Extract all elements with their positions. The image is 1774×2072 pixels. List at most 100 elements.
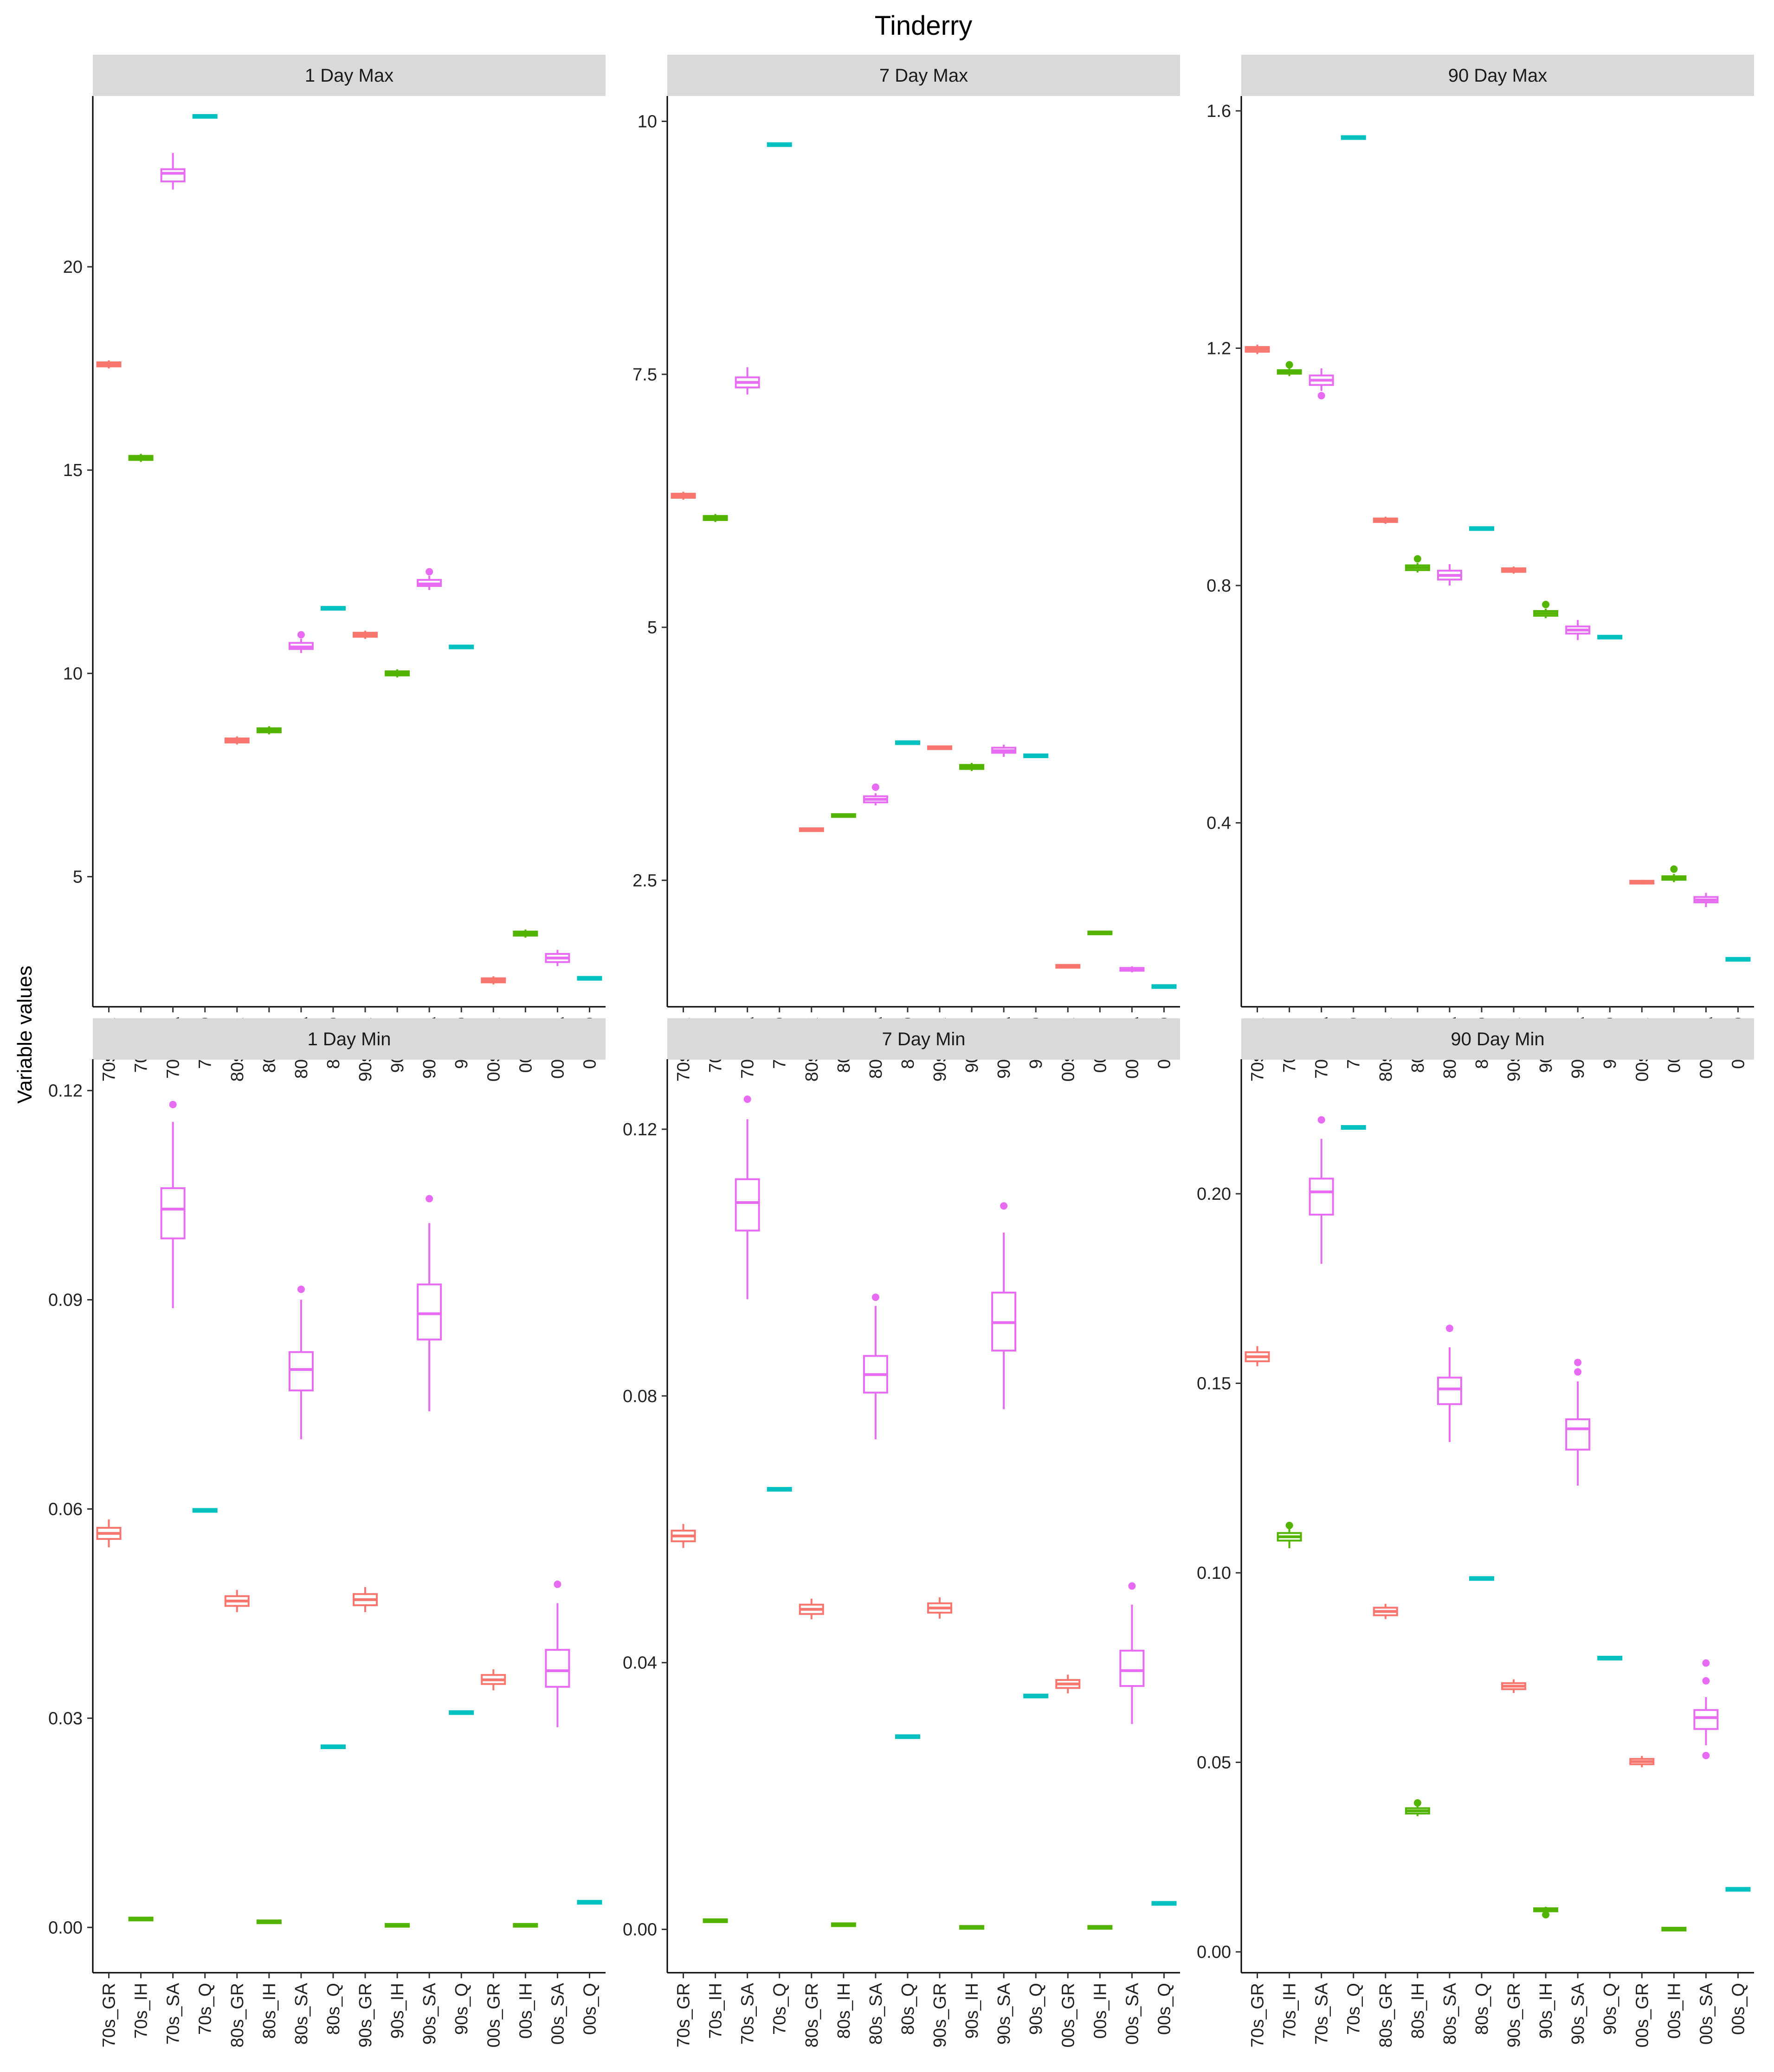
- y-tick-label: 0.03: [48, 1709, 83, 1728]
- x-tick-label: 00s_SA: [1697, 1982, 1716, 2045]
- box-70s_Q: [192, 114, 218, 119]
- box-90s_Q: [449, 644, 474, 650]
- box-90s_GR: [353, 631, 378, 639]
- y-tick-label: 1.6: [1206, 102, 1231, 121]
- box-00s_GR: [481, 976, 506, 985]
- strip-background: [667, 1018, 1180, 1060]
- box-70s_IH: [1277, 1521, 1302, 1548]
- box-00s_IH: [513, 1923, 538, 1928]
- x-tick-label: 80s_GR: [802, 1983, 822, 2047]
- strip-label: 7 Day Min: [882, 1029, 965, 1049]
- outlier-point: [1317, 392, 1325, 399]
- box-00s_SA: [1119, 1582, 1145, 1724]
- outlier-point: [1702, 1751, 1710, 1759]
- y-tick-label: 0.4: [1206, 814, 1231, 833]
- box-80s_SA: [288, 1286, 314, 1440]
- box-80s_IH: [256, 1919, 282, 1924]
- box-90s_SA: [417, 568, 442, 590]
- facet-panel: 90 Day Max0.40.81.21.670s_GR70s_IH70s_SA…: [1206, 55, 1754, 1081]
- box-90s_Q: [1597, 1655, 1623, 1660]
- strip-label: 90 Day Max: [1448, 65, 1547, 86]
- x-tick-label: 00s_IH: [1664, 1983, 1684, 2039]
- box-80s_GR: [224, 736, 250, 745]
- x-tick-label: 80s_IH: [1408, 1983, 1428, 2039]
- strip-background: [1241, 1018, 1754, 1060]
- box-80s_IH: [256, 726, 282, 734]
- y-tick-label: 15: [63, 461, 83, 480]
- box-00s_Q: [577, 1900, 602, 1905]
- x-tick-label: 80s_SA: [292, 1982, 311, 2045]
- facet-panel: 90 Day Min 0.00 0.05 0.10 0.15 0.20 70s_GR 70s_…: [1197, 1018, 1754, 2047]
- box-70s_Q: [767, 142, 792, 147]
- box-70s_GR: [1245, 1346, 1270, 1366]
- facet-panel: 1 Day Max510152070s_GR70s_IH70s_SA70s_Q8…: [63, 55, 606, 1081]
- y-tick-label: 0.06: [48, 1499, 83, 1519]
- facet-panel: 7 Day Min 0.00 0.04 0.08 0.12 70s_GR 70s_IH 70s…: [623, 1018, 1180, 2047]
- x-tick-label: 70s_GR: [674, 1983, 694, 2047]
- y-tick-label: 0.10: [1197, 1564, 1231, 1583]
- box-70s_SA: [1309, 368, 1334, 399]
- box-90s_Q: [1023, 753, 1049, 759]
- y-tick-label: 0.05: [1197, 1753, 1231, 1773]
- box-80s_GR: [1373, 1604, 1398, 1619]
- y-tick-label: 10: [63, 664, 83, 683]
- box-00s_SA: [1693, 893, 1719, 907]
- box-00s_IH: [1661, 865, 1687, 882]
- y-tick-label: 0.04: [623, 1654, 657, 1673]
- x-tick-label: 00s_SA: [548, 1982, 568, 2045]
- y-tick-label: 0.20: [1197, 1184, 1231, 1204]
- box-90s_SA: [991, 1202, 1017, 1409]
- box-80s_Q: [1469, 1576, 1494, 1581]
- x-tick-label: 80s_IH: [834, 1983, 854, 2039]
- box-90s_GR: [1501, 566, 1527, 574]
- box-70s_IH: [128, 454, 154, 462]
- box-70s_Q: [1341, 1125, 1366, 1130]
- box-body: [1565, 1418, 1591, 1451]
- box-90s_IH: [959, 763, 985, 771]
- box-00s_SA: [545, 950, 570, 966]
- box-00s_IH: [1087, 930, 1113, 935]
- box-70s_SA: [160, 153, 186, 190]
- y-tick-label: 0.8: [1206, 576, 1231, 596]
- x-tick-label: 80s_SA: [866, 1982, 886, 2045]
- outlier-point: [1413, 1799, 1421, 1807]
- y-tick-label: 7.5: [632, 365, 657, 385]
- x-tick-label: 70s_Q: [196, 1983, 215, 2035]
- x-tick-label: 70s_SA: [1312, 1982, 1332, 2045]
- box-90s_SA: [1565, 1358, 1591, 1486]
- box-70s_SA: [160, 1100, 186, 1308]
- x-tick-label: 70s_Q: [1344, 1983, 1364, 2035]
- outlier-point: [1413, 555, 1421, 563]
- box-80s_SA: [288, 631, 314, 653]
- box-80s_GR: [799, 827, 824, 832]
- y-tick-label: 5: [647, 618, 657, 637]
- x-tick-label: 00s_GR: [1058, 1983, 1078, 2047]
- x-tick-label: 70s_SA: [164, 1982, 183, 2045]
- box-00s_IH: [1661, 1927, 1687, 1932]
- box-80s_IH: [831, 813, 856, 818]
- outlier-point: [1317, 1116, 1325, 1124]
- box-70s_GR: [1245, 344, 1270, 354]
- x-tick-label: 70s_IH: [1280, 1983, 1300, 2039]
- box-90s_SA: [991, 745, 1017, 757]
- y-axis-label: Variable values: [13, 965, 36, 1104]
- box-80s_GR: [224, 1589, 250, 1612]
- box-00s_GR: [1055, 964, 1081, 969]
- x-tick-label: 70s_IH: [132, 1983, 151, 2039]
- box-body: [417, 1283, 442, 1341]
- box-00s_GR: [1055, 1674, 1081, 1693]
- box-body: [288, 1351, 314, 1391]
- facet-panel: 1 Day Min 0.00 0.03 0.06 0.09 0.12 70s_GR 70s_I…: [48, 1018, 606, 2047]
- x-tick-label: 00s_Q: [1729, 1983, 1748, 2035]
- y-tick-label: 10: [638, 112, 657, 132]
- box-70s_GR: [671, 1524, 696, 1548]
- outlier-point: [297, 631, 305, 639]
- box-90s_SA: [1565, 620, 1591, 640]
- box-body: [1309, 1178, 1334, 1216]
- strip-background: [93, 55, 606, 96]
- strip-label: 1 Day Max: [305, 65, 394, 86]
- box-00s_GR: [481, 1669, 506, 1691]
- y-tick-label: 2.5: [632, 871, 657, 890]
- y-tick-label: 0.12: [623, 1120, 657, 1139]
- x-tick-label: 90s_GR: [930, 1983, 950, 2047]
